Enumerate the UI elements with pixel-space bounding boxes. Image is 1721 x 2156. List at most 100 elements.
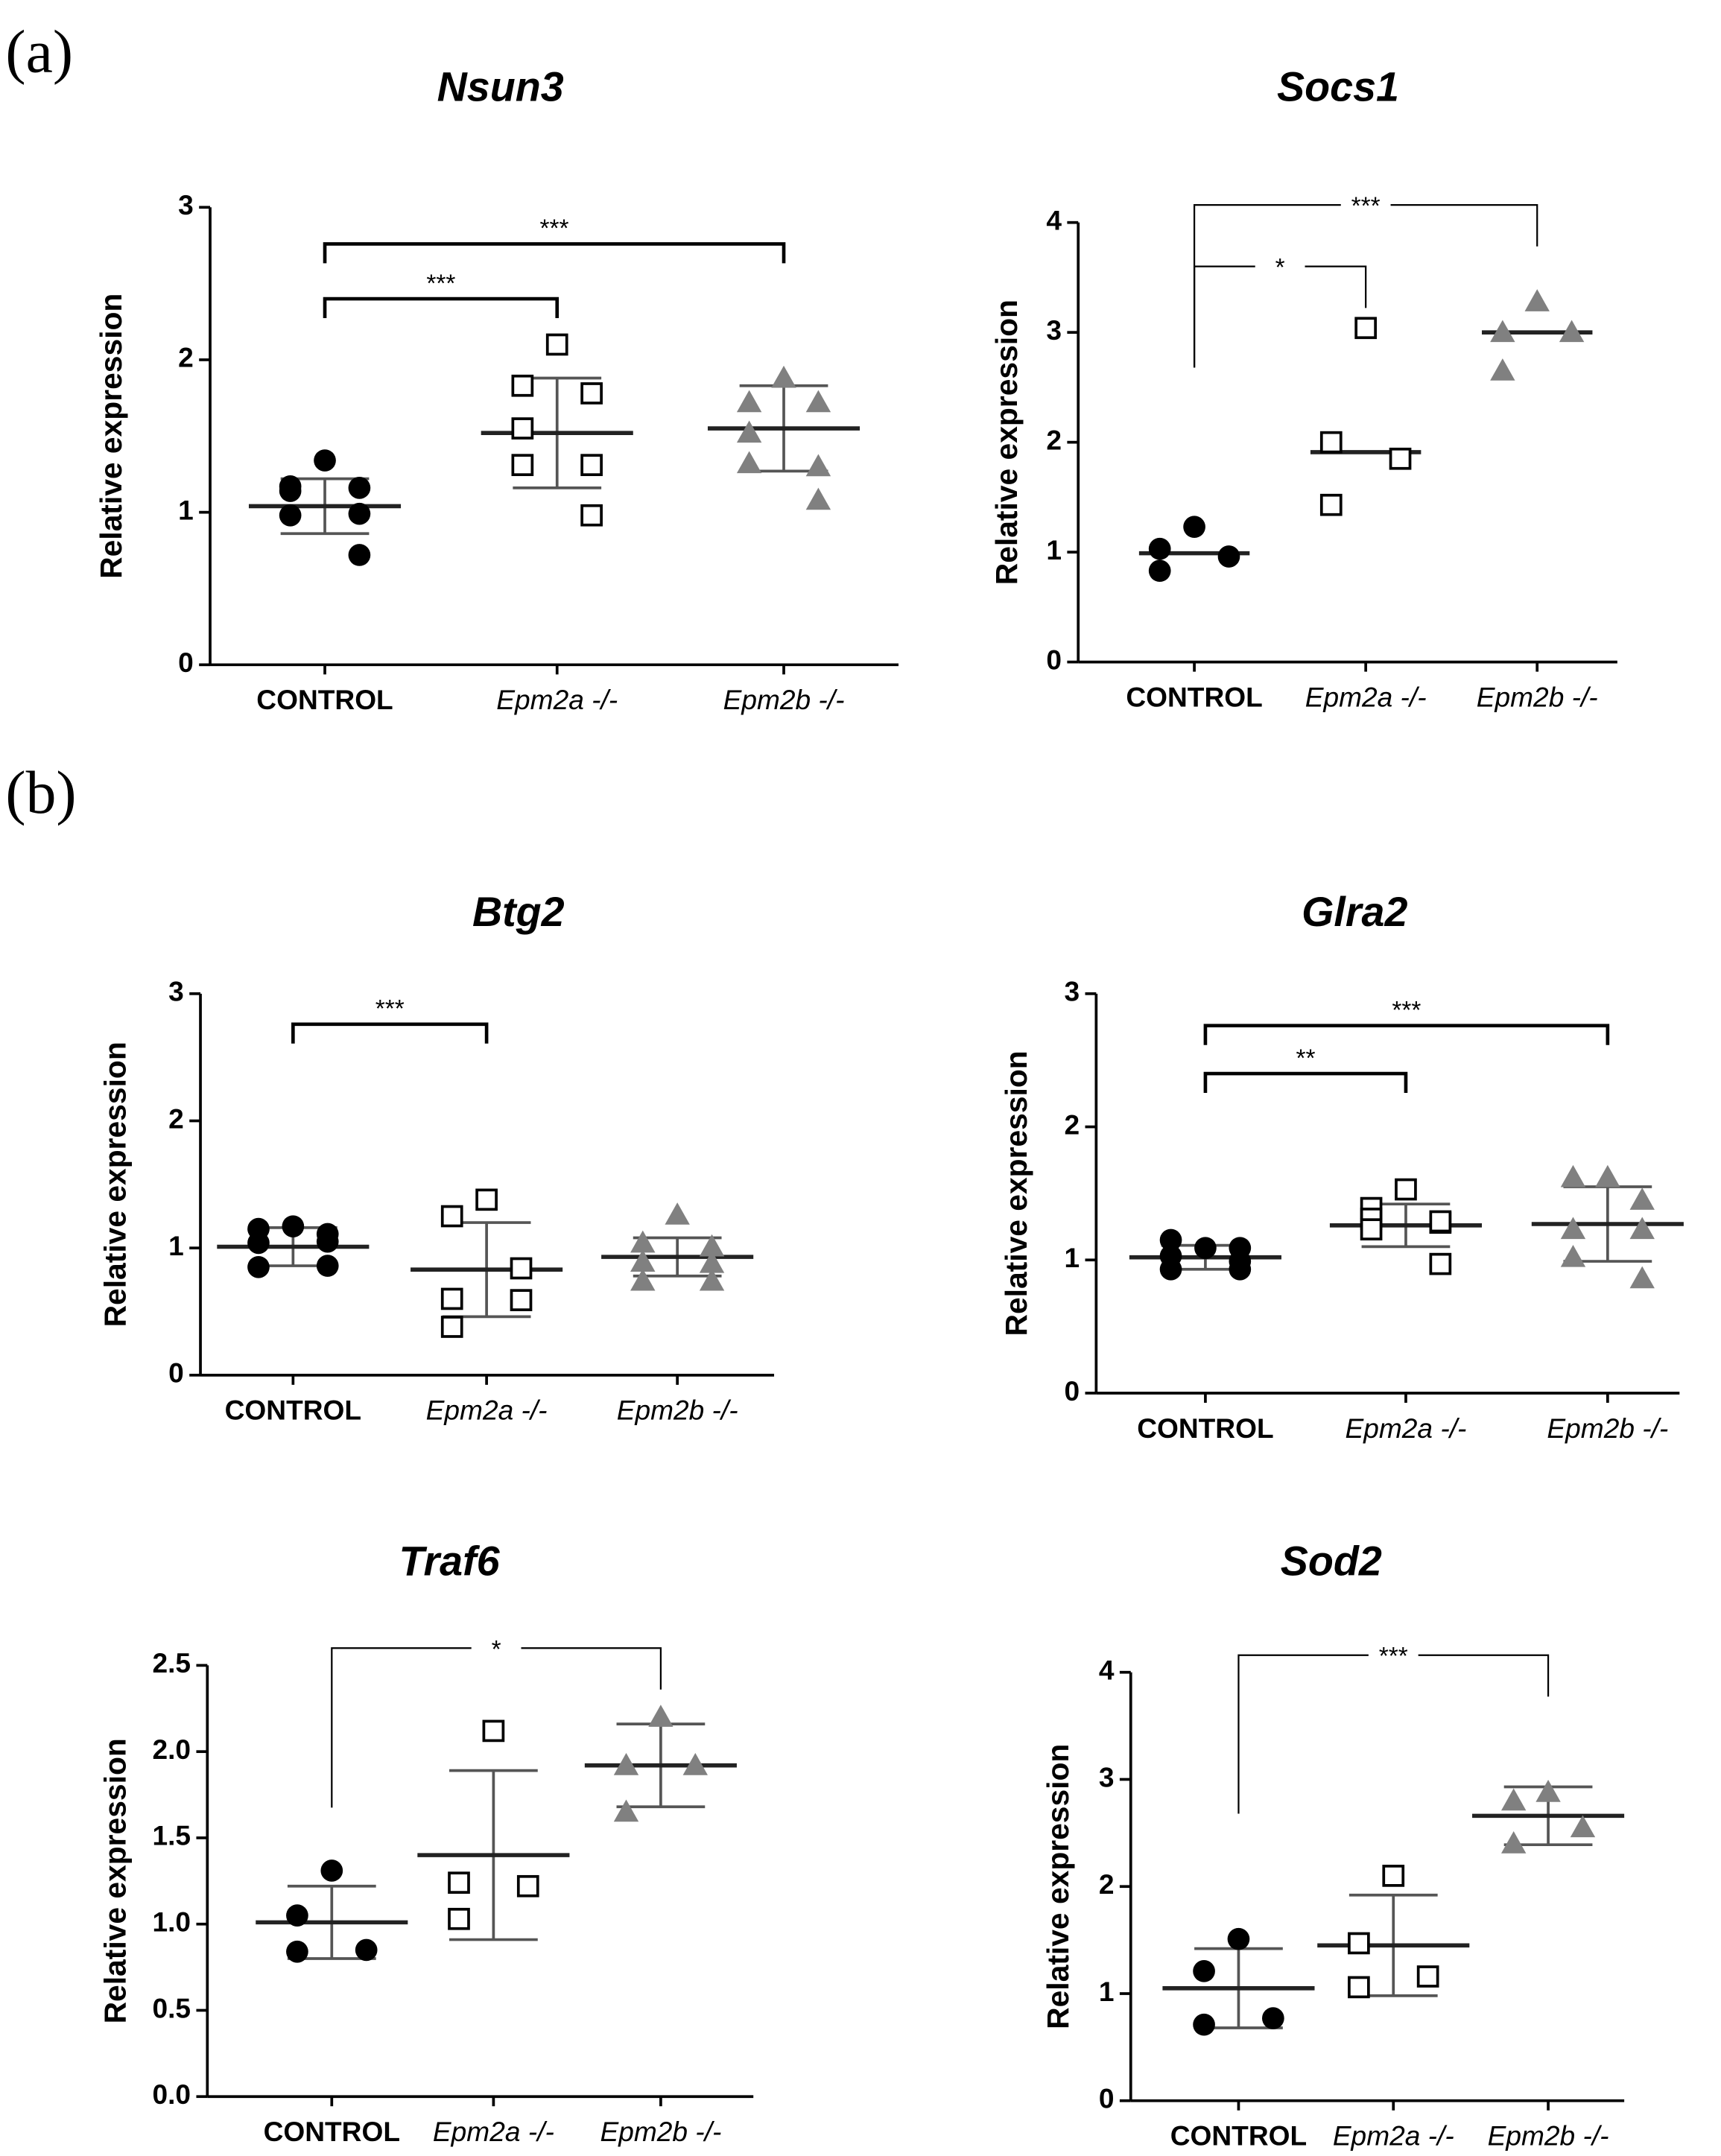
data-point (511, 417, 534, 440)
y-tick-label: 0.0 (152, 2079, 191, 2110)
y-tick-label: 0.5 (152, 1992, 191, 2023)
data-point (1354, 317, 1377, 340)
data-point (1500, 1788, 1527, 1811)
data-point (348, 477, 371, 499)
data-point (1429, 1210, 1452, 1233)
y-tick-label: 1 (1099, 1976, 1115, 2007)
data-point (613, 1753, 639, 1775)
y-tick-label: 2 (1099, 1868, 1115, 1900)
data-point (475, 1188, 498, 1211)
data-point (1560, 1217, 1586, 1240)
data-point (448, 1871, 470, 1894)
chart-title: Sod2 (1281, 1538, 1382, 1585)
x-tick-label: CONTROL (264, 2116, 400, 2147)
y-tick-label: 3 (1046, 314, 1062, 346)
x-tick-label: Epm2b -/- (1477, 681, 1598, 712)
data-point (1229, 1258, 1252, 1281)
y-tick-label: 0 (178, 647, 194, 678)
y-tick-label: 2 (1046, 424, 1062, 455)
y-tick-label: 1.5 (152, 1820, 191, 1851)
data-point (355, 1938, 378, 1962)
data-point (1490, 320, 1515, 343)
chart-title: Glra2 (1302, 889, 1407, 935)
significance-bracket (323, 297, 560, 319)
y-tick-label: 1 (178, 494, 194, 525)
x-tick-label: CONTROL (1170, 2120, 1307, 2152)
data-point (1524, 289, 1550, 311)
data-point (1629, 1188, 1655, 1210)
data-point (1148, 559, 1171, 583)
data-point (1629, 1217, 1655, 1240)
data-point (665, 1202, 690, 1225)
y-tick-label: 2.5 (152, 1647, 191, 1678)
chart-title: Btg2 (472, 889, 565, 935)
chart-title: Nsun3 (437, 63, 564, 110)
data-point (805, 487, 831, 510)
data-point (247, 1231, 270, 1255)
x-tick-label: Epm2a -/- (1346, 1413, 1467, 1444)
data-point (510, 1257, 533, 1280)
y-tick-label: 3 (168, 976, 184, 1007)
data-point (1560, 1244, 1586, 1267)
y-tick-label: 1 (168, 1230, 184, 1261)
data-point (1262, 2007, 1284, 2029)
data-point (580, 504, 603, 527)
significance-bracket (331, 1647, 662, 1808)
significance-label: *** (1379, 1643, 1408, 1670)
x-tick-label: Epm2b -/- (723, 684, 845, 715)
significance-label: *** (1351, 193, 1381, 221)
data-point (1348, 1976, 1370, 1999)
y-tick-label: 2.0 (152, 1734, 191, 1765)
chart-title: Socs1 (1277, 63, 1399, 110)
data-point (440, 1316, 463, 1338)
data-point (1217, 545, 1240, 568)
data-point (1559, 320, 1585, 343)
data-point (1416, 1965, 1439, 1988)
data-point (630, 1249, 656, 1272)
data-point (440, 1287, 463, 1310)
panel-label: (a) (5, 18, 73, 86)
data-point (699, 1250, 725, 1273)
x-tick-label: Epm2b -/- (1547, 1413, 1668, 1444)
y-tick-label: 3 (1064, 976, 1080, 1007)
data-point (771, 365, 796, 388)
x-tick-label: CONTROL (225, 1395, 361, 1426)
significance-label: *** (375, 995, 405, 1023)
data-point (1193, 2013, 1215, 2036)
data-point (348, 502, 371, 525)
y-axis-label: Relative expression (94, 294, 128, 579)
data-point (736, 451, 762, 474)
data-point (1194, 1237, 1217, 1260)
data-point (511, 374, 534, 397)
x-tick-label: Epm2a -/- (496, 684, 618, 715)
significance-bracket (1203, 1071, 1408, 1094)
y-tick-label: 3 (178, 189, 194, 221)
data-point (247, 1255, 270, 1278)
data-point (736, 420, 762, 443)
data-point (1500, 1831, 1527, 1854)
significance-label: * (1275, 254, 1285, 282)
data-point (805, 390, 831, 413)
data-point (516, 1874, 539, 1897)
significance-bracket (1203, 1024, 1610, 1045)
data-point (511, 454, 534, 477)
y-tick-label: 2 (1064, 1109, 1080, 1140)
y-tick-label: 0 (1064, 1375, 1080, 1407)
y-axis-label: Relative expression (1041, 1744, 1075, 2029)
x-tick-label: Epm2b -/- (617, 1395, 738, 1426)
data-point (279, 504, 302, 527)
data-point (1227, 1927, 1250, 1950)
data-point (1560, 1164, 1586, 1188)
significance-label: *** (540, 215, 569, 243)
data-point (510, 1289, 533, 1311)
data-point (613, 1799, 639, 1822)
y-tick-label: 0 (1099, 2083, 1115, 2114)
x-tick-label: Epm2a -/- (1333, 2120, 1454, 2152)
significance-label: *** (1392, 997, 1421, 1024)
data-point (448, 1907, 470, 1930)
y-tick-label: 1 (1064, 1242, 1080, 1273)
x-tick-label: Epm2b -/- (600, 2116, 721, 2147)
data-point (682, 1753, 708, 1775)
